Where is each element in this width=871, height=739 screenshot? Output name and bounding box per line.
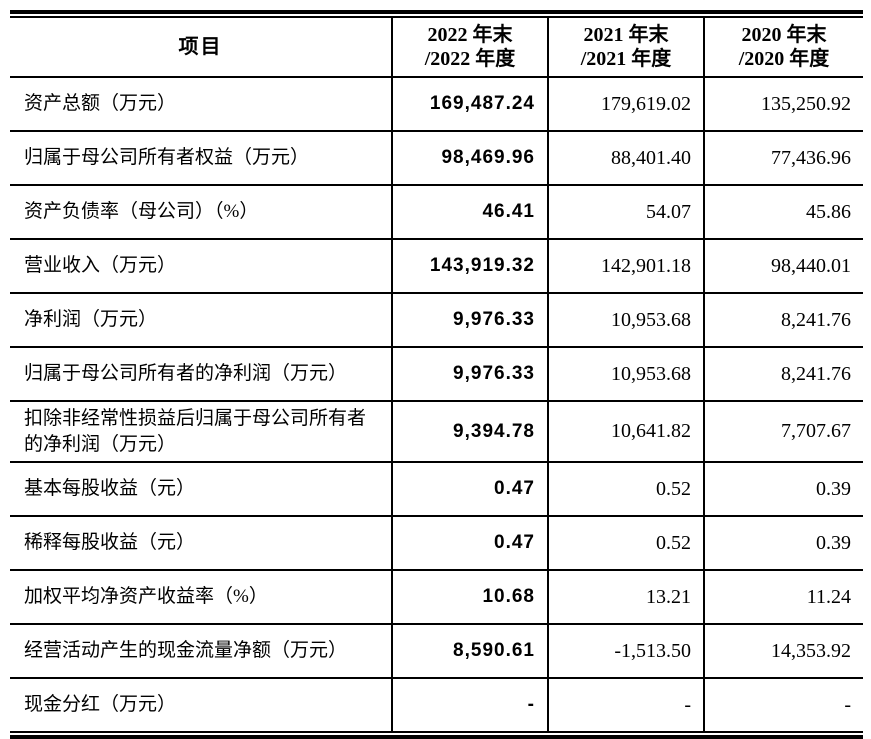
value-2021: 0.52 <box>547 462 704 518</box>
column-header-2021-line1: 2021 年末 <box>583 23 669 46</box>
bottom-rule-heavy <box>10 735 863 739</box>
table-row-revenue: 营业收入（万元） 143,919.32 142,901.18 98,440.01 <box>10 239 863 294</box>
table-row-basic-eps: 基本每股收益（元） 0.47 0.52 0.39 <box>10 462 863 518</box>
column-header-2022-line1: 2022 年末 <box>427 23 513 46</box>
value-2021: 13.21 <box>547 570 704 626</box>
value-2022: 9,976.33 <box>391 347 548 402</box>
table-body: 资产总额（万元） 169,487.24 179,619.02 135,250.9… <box>10 77 863 732</box>
table-row-adjusted-net-profit: 扣除非经常性损益后归属于母公司所有者的净利润（万元） 9,394.78 10,6… <box>10 401 863 464</box>
value-2022: 10.68 <box>391 570 548 626</box>
value-2020: 135,250.92 <box>703 77 863 132</box>
top-rule-light <box>10 16 863 18</box>
value-2021: - <box>547 678 704 732</box>
row-label: 归属于母公司所有者的净利润（万元） <box>10 347 392 402</box>
value-2021: 88,401.40 <box>547 131 704 186</box>
table-row-debt-ratio: 资产负债率（母公司）（%） 46.41 54.07 45.86 <box>10 185 863 240</box>
table-header: 项目 2022 年末 /2022 年度 2021 年末 /2021 年度 202… <box>10 18 863 78</box>
value-2020: 45.86 <box>703 185 863 240</box>
value-2022: 0.47 <box>391 462 548 518</box>
value-2022: 46.41 <box>391 185 548 240</box>
value-2020: 11.24 <box>703 570 863 626</box>
row-label: 归属于母公司所有者权益（万元） <box>10 131 392 186</box>
column-header-2021: 2021 年末 /2021 年度 <box>547 18 704 78</box>
top-rule-gap <box>10 14 863 16</box>
value-2020: 0.39 <box>703 516 863 572</box>
table-row-parent-net-profit: 归属于母公司所有者的净利润（万元） 9,976.33 10,953.68 8,2… <box>10 347 863 402</box>
column-header-2020-line2: /2020 年度 <box>738 48 830 70</box>
value-2020: 7,707.67 <box>703 401 863 464</box>
value-2021: 0.52 <box>547 516 704 572</box>
row-label: 资产总额（万元） <box>10 77 392 132</box>
table-row-diluted-eps: 稀释每股收益（元） 0.47 0.52 0.39 <box>10 516 863 572</box>
row-label: 经营活动产生的现金流量净额（万元） <box>10 624 392 680</box>
value-2022: 98,469.96 <box>391 131 548 186</box>
financial-summary-table: 项目 2022 年末 /2022 年度 2021 年末 /2021 年度 202… <box>10 18 863 732</box>
top-rule-heavy <box>10 10 863 14</box>
value-2021: 179,619.02 <box>547 77 704 132</box>
value-2021: 10,953.68 <box>547 347 704 402</box>
value-2021: 10,641.82 <box>547 401 704 464</box>
value-2022: 8,590.61 <box>391 624 548 680</box>
value-2021: -1,513.50 <box>547 624 704 680</box>
table-row-operating-cash-flow: 经营活动产生的现金流量净额（万元） 8,590.61 -1,513.50 14,… <box>10 624 863 680</box>
column-header-2022: 2022 年末 /2022 年度 <box>391 18 548 78</box>
value-2020: 0.39 <box>703 462 863 518</box>
financial-summary-table-sheet: 项目 2022 年末 /2022 年度 2021 年末 /2021 年度 202… <box>10 10 863 739</box>
row-label: 扣除非经常性损益后归属于母公司所有者的净利润（万元） <box>10 401 392 464</box>
row-label: 现金分红（万元） <box>24 694 177 716</box>
value-2022: 0.47 <box>391 516 548 572</box>
value-2022: 169,487.24 <box>391 77 548 132</box>
value-2020: - <box>703 678 863 732</box>
row-label: 加权平均净资产收益率（%） <box>10 570 392 626</box>
row-label: 资产负债率（母公司）（%） <box>10 185 392 240</box>
row-label: 稀释每股收益（元） <box>10 516 392 572</box>
value-2022: 9,976.33 <box>391 293 548 348</box>
value-2020: 98,440.01 <box>703 239 863 294</box>
value-2020: 77,436.96 <box>703 131 863 186</box>
value-2020: 8,241.76 <box>703 293 863 348</box>
value-2022: 9,394.78 <box>391 401 548 464</box>
column-header-2022-line2: /2022 年度 <box>424 48 516 70</box>
column-header-2021-line2: /2021 年度 <box>580 48 672 70</box>
table-row-total-assets: 资产总额（万元） 169,487.24 179,619.02 135,250.9… <box>10 77 863 132</box>
value-2022: - <box>391 678 548 732</box>
table-row-weighted-roe: 加权平均净资产收益率（%） 10.68 13.21 11.24 <box>10 570 863 626</box>
column-header-item: 项目 <box>10 18 392 78</box>
header-row: 项目 2022 年末 /2022 年度 2021 年末 /2021 年度 202… <box>10 18 863 78</box>
value-2020: 8,241.76 <box>703 347 863 402</box>
table-row-cash-dividend: 现金分红（万元） - - - <box>10 678 863 732</box>
value-2021: 10,953.68 <box>547 293 704 348</box>
value-2020: 14,353.92 <box>703 624 863 680</box>
column-header-2020-line1: 2020 年末 <box>741 23 827 46</box>
value-2021: 142,901.18 <box>547 239 704 294</box>
table-row-parent-equity: 归属于母公司所有者权益（万元） 98,469.96 88,401.40 77,4… <box>10 131 863 186</box>
row-label: 净利润（万元） <box>10 293 392 348</box>
value-2022: 143,919.32 <box>391 239 548 294</box>
column-header-2020: 2020 年末 /2020 年度 <box>703 18 863 78</box>
row-label: 营业收入（万元） <box>10 239 392 294</box>
table-row-net-profit: 净利润（万元） 9,976.33 10,953.68 8,241.76 <box>10 293 863 348</box>
row-label: 基本每股收益（元） <box>10 462 392 518</box>
value-2021: 54.07 <box>547 185 704 240</box>
